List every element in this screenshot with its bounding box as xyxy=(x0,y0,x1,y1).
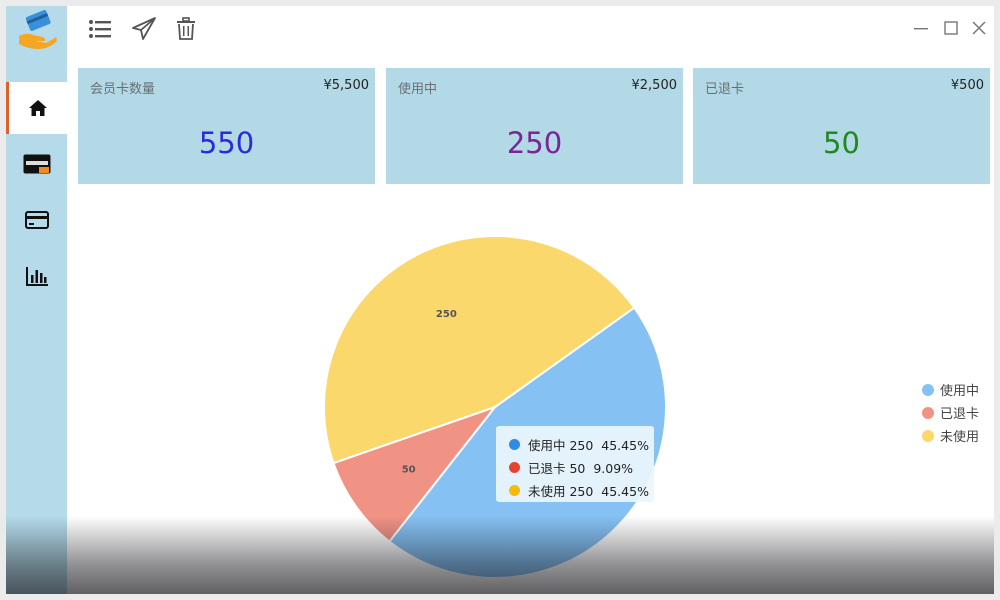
card-title: 会员卡数量 xyxy=(90,82,156,97)
card-count: 250 xyxy=(506,126,563,160)
minimize-button[interactable] xyxy=(912,19,930,37)
tooltip-row: 使用中 250 45.45% xyxy=(509,433,654,456)
tooltip-dot xyxy=(509,439,520,450)
tooltip-row: 未使用 250 45.45% xyxy=(509,479,654,502)
card-in-hand-icon xyxy=(19,10,57,50)
home-icon xyxy=(29,100,47,116)
pie-chart: 50 250 xyxy=(323,234,667,579)
legend-dot xyxy=(922,406,934,419)
list-icon xyxy=(89,20,111,38)
maximize-icon xyxy=(944,21,958,35)
tooltip-text: 使用中 250 45.45% xyxy=(528,438,649,453)
legend-item[interactable]: 使用中 xyxy=(922,378,979,401)
bar-chart-icon xyxy=(25,267,48,286)
tooltip-row: 已退卡 50 9.09% xyxy=(509,456,654,479)
slice-label: 50 xyxy=(402,465,416,476)
legend-label: 未使用 xyxy=(940,430,980,445)
legend-label: 使用中 xyxy=(940,384,980,399)
card-amount: ¥2,500 xyxy=(631,78,678,93)
credit-card-icon xyxy=(24,211,49,229)
card-count: 550 xyxy=(198,126,255,160)
paper-plane-icon xyxy=(132,17,156,40)
card-title: 使用中 xyxy=(398,82,438,97)
close-button[interactable] xyxy=(970,19,988,37)
tooltip-dot xyxy=(509,485,520,496)
tooltip-text: 已退卡 50 9.09% xyxy=(528,461,634,476)
send-button[interactable] xyxy=(131,16,157,42)
sidebar xyxy=(6,6,67,594)
trash-icon xyxy=(177,17,195,40)
stat-card-in-use: 使用中 ¥2,500 250 xyxy=(386,68,683,184)
legend-dot xyxy=(922,429,934,442)
legend-dot xyxy=(922,383,934,396)
minimize-icon xyxy=(914,28,928,30)
chart-tooltip: 使用中 250 45.45% 已退卡 50 9.09% 未使用 250 45.45% xyxy=(496,426,654,502)
stat-card-returned: 已退卡 ¥500 50 xyxy=(693,68,990,184)
card-title: 已退卡 xyxy=(705,82,745,97)
close-icon xyxy=(972,21,986,35)
legend-label: 已退卡 xyxy=(940,407,980,422)
slice-label: 250 xyxy=(436,309,457,320)
sidebar-item-discover-card[interactable] xyxy=(6,138,67,190)
chart-legend: 使用中 已退卡 未使用 xyxy=(922,378,979,447)
card-count: 50 xyxy=(823,126,860,160)
legend-item[interactable]: 未使用 xyxy=(922,424,979,447)
card-amount: ¥5,500 xyxy=(323,78,370,93)
delete-button[interactable] xyxy=(175,16,201,42)
pie-slice-3[interactable] xyxy=(323,234,636,465)
sidebar-item-stats[interactable] xyxy=(6,250,67,302)
list-button[interactable] xyxy=(87,16,113,42)
legend-item[interactable]: 已退卡 xyxy=(922,401,979,424)
tooltip-dot xyxy=(509,462,520,473)
app-window: 会员卡数量 ¥5,500 550 使用中 ¥2,500 250 已退卡 ¥500… xyxy=(6,6,994,594)
sidebar-item-credit-card[interactable] xyxy=(6,194,67,246)
sidebar-item-home[interactable] xyxy=(6,82,67,134)
tooltip-text: 未使用 250 45.45% xyxy=(528,484,649,499)
maximize-button[interactable] xyxy=(942,19,960,37)
stat-card-total: 会员卡数量 ¥5,500 550 xyxy=(78,68,375,184)
card-amount: ¥500 xyxy=(950,78,984,93)
discover-card-icon xyxy=(23,154,50,174)
